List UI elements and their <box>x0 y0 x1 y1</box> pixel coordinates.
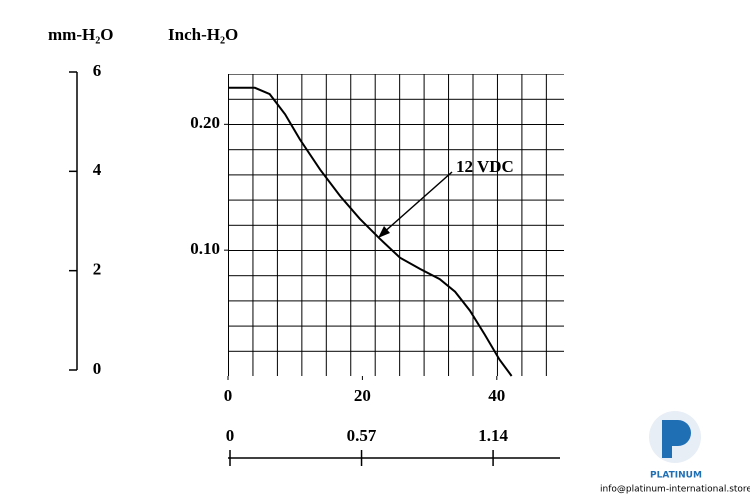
logo: PLATINUM info@platinum-international.sto… <box>600 411 750 495</box>
y2-axis-label: mm-H₂O <box>48 25 114 44</box>
x-tick-label: 0 <box>224 386 233 405</box>
annotation: 12 VDC <box>456 157 514 176</box>
y2-tick-label: 6 <box>93 61 102 80</box>
x-tick-label: 20 <box>354 386 371 405</box>
y-tick-label: 0.20 <box>190 113 220 132</box>
x-tick-label: 40 <box>488 386 505 405</box>
grid <box>228 74 564 376</box>
y-axis-label: Inch-H₂O <box>168 25 238 44</box>
y2-tick-label: 2 <box>93 260 102 279</box>
x2-tick-label: 0 <box>226 426 235 445</box>
y-tick-label: 0.10 <box>190 239 220 258</box>
x2-tick-label: 1.14 <box>478 426 508 445</box>
curve <box>228 86 513 377</box>
logo-email: info@platinum-international.store <box>600 485 750 495</box>
logo-text: PLATINUM <box>650 471 702 481</box>
x2-tick-label: 0.57 <box>347 426 377 445</box>
annotation-arrowhead <box>378 226 390 238</box>
logo-mark <box>662 420 691 458</box>
y2-tick-label: 4 <box>93 160 102 179</box>
annotation-arrow <box>381 171 453 235</box>
y2-tick-label: 0 <box>93 359 102 378</box>
